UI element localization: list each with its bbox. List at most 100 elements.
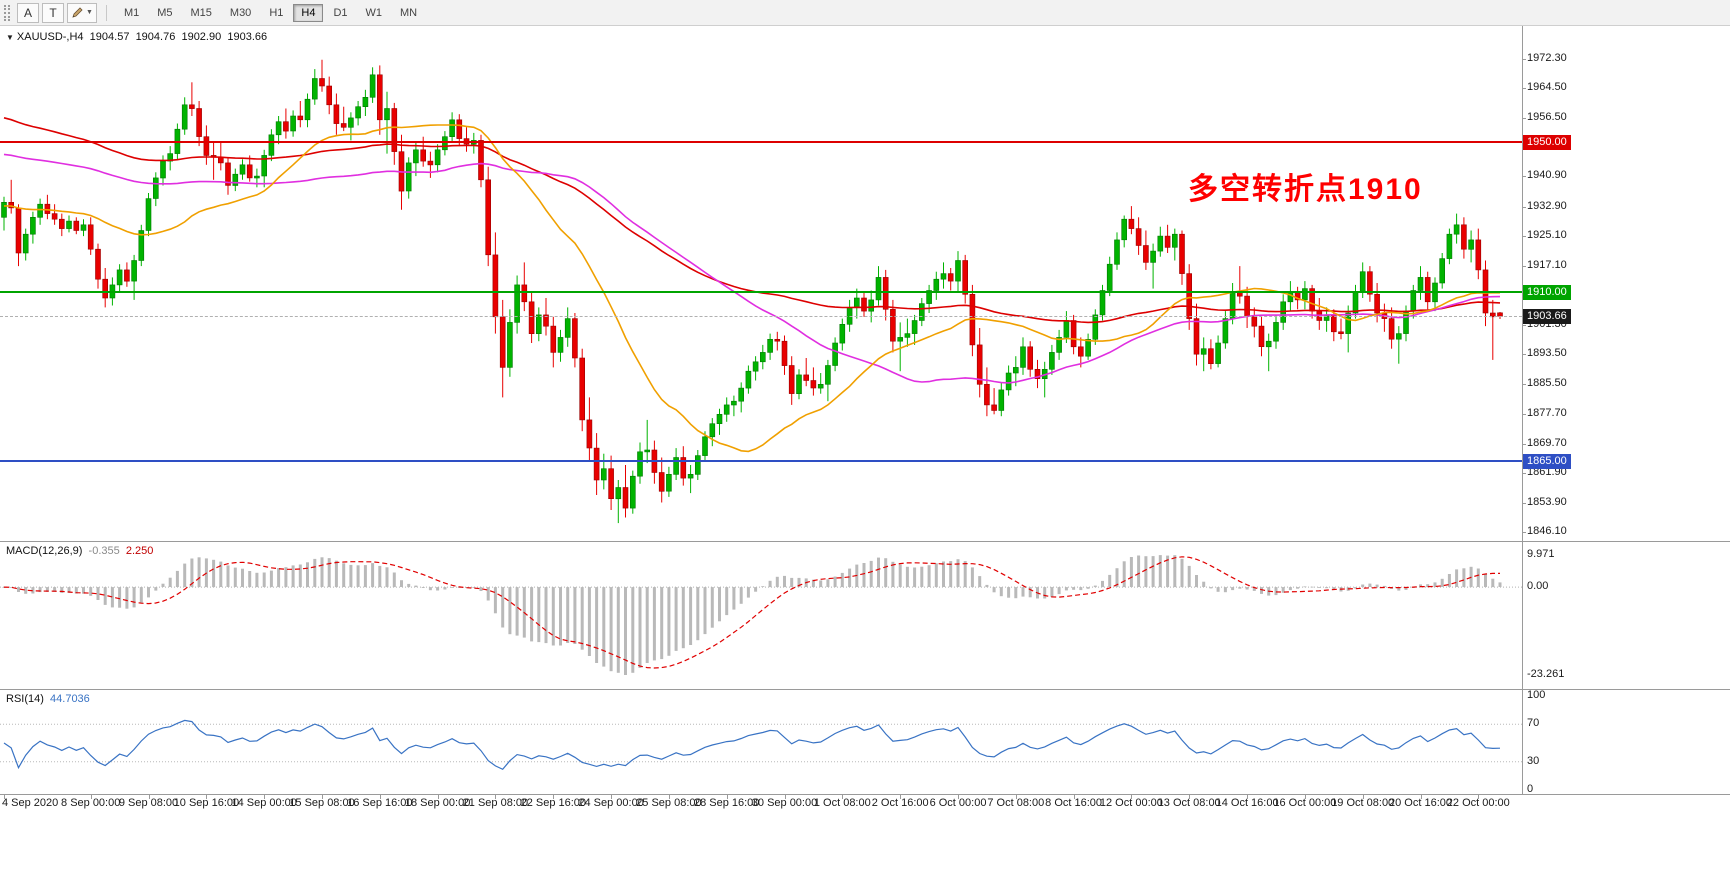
toolbar-grip[interactable] [4, 4, 10, 21]
y-axis-tick-16 [1522, 532, 1526, 534]
y-axis-label-5: 1932.90 [1527, 199, 1567, 212]
panel-separator-rsi[interactable] [0, 689, 1730, 690]
timeframe-button-D1[interactable]: D1 [333, 6, 348, 19]
macd-header: MACD(12,26,9) -0.355 2.250 [6, 545, 153, 557]
timeframe-button-H4[interactable]: H4 [293, 3, 324, 22]
y-axis-label-1: 1964.50 [1527, 80, 1567, 93]
timeframe-button-M30[interactable]: M30 [229, 6, 252, 19]
hline-1910.00[interactable] [0, 291, 1522, 294]
time-label-17: 7 Oct 08:00 [987, 797, 1045, 809]
price-label-1950.00: 1950.00 [1523, 134, 1571, 150]
time-label-18: 8 Oct 16:00 [1045, 797, 1103, 809]
timeframe-button-H1[interactable]: H1 [269, 6, 284, 19]
cursor-tool-button[interactable]: A [17, 2, 39, 23]
y-axis-tick-7 [1522, 265, 1526, 267]
timeframe-button-W1[interactable]: W1 [365, 6, 383, 19]
time-label-6: 16 Sep 16:00 [347, 797, 413, 809]
time-label-21: 14 Oct 16:00 [1215, 797, 1279, 809]
annotation-text[interactable]: 多空转折点1910 [1188, 173, 1423, 206]
pencil-icon [72, 7, 83, 18]
timeframe-button-M1[interactable]: M1 [123, 6, 140, 19]
y-axis-label-2: 1956.50 [1527, 110, 1567, 123]
rsi-line [3, 719, 1501, 771]
macd-axis-label-0: 9.971 [1527, 548, 1555, 560]
draw-tool-button[interactable]: ▼ [67, 2, 97, 23]
y-axis-label-15: 1853.90 [1527, 495, 1567, 508]
timeframe-button-M15[interactable]: M15 [190, 6, 212, 19]
time-tick-14 [842, 794, 844, 799]
toolbar-separator [105, 4, 107, 21]
current-price-label: 1903.66 [1523, 308, 1571, 324]
ohlc-close: 1903.66 [227, 31, 268, 43]
rsi-plot[interactable] [0, 690, 1522, 794]
chart-header: ▼ XAUUSD-,H4 1904.57 1904.76 1902.90 1903… [6, 31, 267, 43]
time-tick-19 [1131, 794, 1133, 799]
time-tick-13 [784, 794, 786, 799]
y-axis-label-10: 1893.50 [1527, 347, 1567, 360]
time-tick-2 [148, 794, 150, 799]
y-axis-tick-1 [1522, 87, 1526, 89]
y-axis-tick-15 [1522, 502, 1526, 504]
y-axis-tick-14 [1522, 472, 1526, 474]
time-tick-11 [668, 794, 670, 799]
time-label-2: 9 Sep 08:00 [118, 797, 179, 809]
time-tick-4 [264, 794, 266, 799]
ma-fast-line [3, 124, 1500, 453]
time-tick-6 [379, 794, 381, 799]
time-label-22: 16 Oct 00:00 [1273, 797, 1337, 809]
time-label-16: 6 Oct 00:00 [929, 797, 987, 809]
symbol-dropdown-icon[interactable]: ▼ [6, 33, 14, 42]
rsi-label: RSI(14) [6, 693, 44, 705]
macd-label: MACD(12,26,9) [6, 545, 83, 557]
panel-separator-macd[interactable] [0, 541, 1730, 542]
price-label-1910.00: 1910.00 [1523, 284, 1571, 300]
y-axis-tick-0 [1522, 58, 1526, 60]
y-axis-label-12: 1877.70 [1527, 406, 1567, 419]
time-label-12: 28 Sep 16:00 [693, 797, 760, 809]
time-tick-1 [90, 794, 92, 799]
time-label-10: 24 Sep 00:00 [578, 797, 644, 809]
time-tick-12 [726, 794, 728, 799]
time-label-8: 21 Sep 08:00 [462, 797, 529, 809]
time-axis-line [0, 794, 1730, 795]
y-axis-label-6: 1925.10 [1527, 228, 1567, 241]
time-tick-10 [611, 794, 613, 799]
y-axis-label-7: 1917.10 [1527, 258, 1567, 271]
chevron-down-icon: ▼ [86, 9, 93, 16]
timeframe-button-MN[interactable]: MN [400, 6, 418, 19]
y-axis-tick-2 [1522, 117, 1526, 119]
hline-1865.00[interactable] [0, 460, 1522, 463]
rsi-axis-label-2: 30 [1527, 754, 1540, 767]
time-label-19: 12 Oct 00:00 [1099, 797, 1163, 809]
time-tick-18 [1073, 794, 1075, 799]
time-tick-9 [553, 794, 555, 799]
hline-1950.00[interactable] [0, 141, 1522, 144]
rsi-header: RSI(14) 44.7036 [6, 693, 90, 705]
time-tick-21 [1247, 794, 1249, 799]
time-label-20: 13 Oct 08:00 [1157, 797, 1221, 809]
y-axis-tick-13 [1522, 443, 1526, 445]
main-price-plot[interactable] [0, 26, 1522, 540]
time-tick-5 [322, 794, 323, 799]
time-tick-17 [1015, 794, 1017, 799]
time-tick-20 [1189, 794, 1191, 799]
time-tick-16 [958, 794, 959, 799]
timeframe-button-M5[interactable]: M5 [157, 6, 173, 19]
ohlc-high: 1904.76 [135, 31, 176, 43]
time-label-23: 19 Oct 08:00 [1331, 797, 1395, 809]
time-label-25: 22 Oct 00:00 [1446, 797, 1510, 809]
macd-axis-label-2: -23.261 [1527, 668, 1565, 680]
time-tick-3 [206, 794, 208, 799]
rsi-axis-label-3: 0 [1527, 783, 1534, 795]
time-label-15: 2 Oct 16:00 [871, 797, 929, 809]
time-label-14: 1 Oct 08:00 [813, 797, 871, 809]
text-tool-button[interactable]: T [42, 2, 64, 23]
time-label-1: 8 Sep 00:00 [61, 797, 121, 809]
time-label-24: 20 Oct 16:00 [1389, 797, 1452, 809]
time-label-4: 14 Sep 00:00 [231, 797, 297, 809]
time-label-11: 25 Sep 08:00 [636, 797, 702, 809]
macd-plot[interactable] [0, 542, 1522, 688]
y-axis-label-4: 1940.90 [1527, 169, 1567, 182]
y-axis-tick-5 [1522, 206, 1526, 208]
